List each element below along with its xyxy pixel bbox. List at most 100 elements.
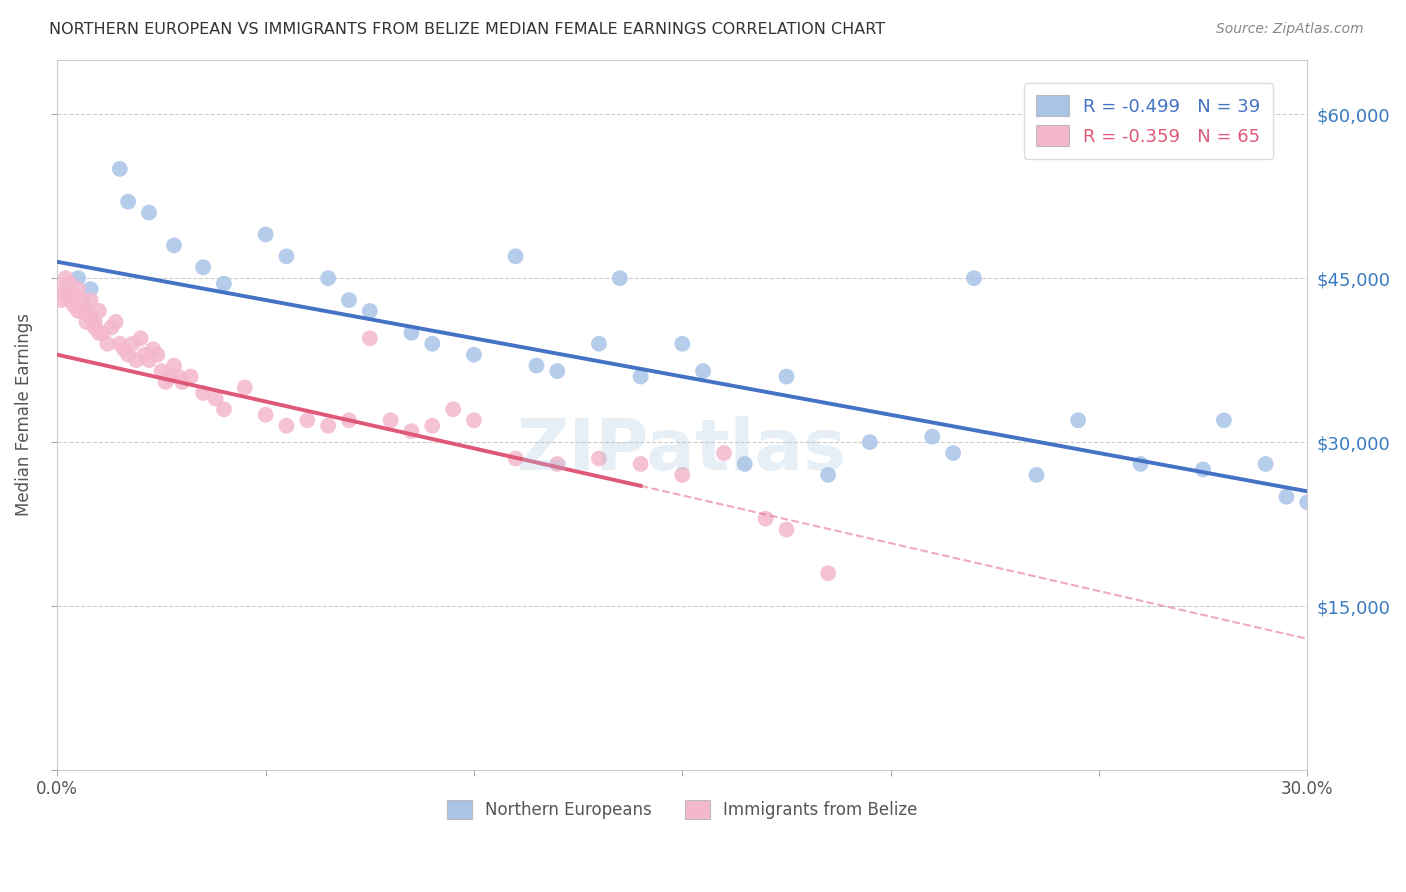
- Point: [59, 293, 82, 307]
- Point: [859, 435, 882, 450]
- Point: [526, 359, 548, 373]
- Point: [87, 326, 110, 340]
- Point: [316, 418, 339, 433]
- Point: [276, 418, 298, 433]
- Point: [609, 271, 631, 285]
- Point: [588, 336, 610, 351]
- Point: [121, 336, 143, 351]
- Text: ZIPatlas: ZIPatlas: [517, 416, 848, 485]
- Point: [1192, 462, 1215, 476]
- Point: [51, 282, 73, 296]
- Point: [67, 271, 90, 285]
- Point: [401, 424, 423, 438]
- Point: [359, 331, 381, 345]
- Point: [212, 277, 235, 291]
- Point: [191, 260, 214, 275]
- Point: [146, 348, 169, 362]
- Point: [76, 304, 98, 318]
- Point: [155, 375, 177, 389]
- Point: [1213, 413, 1236, 427]
- Point: [254, 408, 277, 422]
- Point: [1275, 490, 1298, 504]
- Point: [163, 359, 186, 373]
- Point: [359, 304, 381, 318]
- Point: [79, 310, 101, 324]
- Point: [441, 402, 464, 417]
- Point: [755, 511, 778, 525]
- Point: [1254, 457, 1277, 471]
- Point: [337, 293, 360, 307]
- Point: [713, 446, 735, 460]
- Point: [546, 364, 568, 378]
- Point: [233, 380, 256, 394]
- Point: [79, 282, 101, 296]
- Point: [671, 467, 693, 482]
- Point: [1129, 457, 1152, 471]
- Point: [167, 369, 190, 384]
- Point: [138, 353, 160, 368]
- Point: [775, 523, 797, 537]
- Point: [87, 304, 110, 318]
- Point: [67, 282, 90, 296]
- Point: [163, 238, 186, 252]
- Point: [108, 336, 131, 351]
- Point: [254, 227, 277, 242]
- Text: Source: ZipAtlas.com: Source: ZipAtlas.com: [1216, 22, 1364, 37]
- Point: [125, 353, 148, 368]
- Point: [1025, 467, 1047, 482]
- Point: [630, 457, 652, 471]
- Point: [817, 566, 839, 581]
- Point: [204, 392, 226, 406]
- Point: [55, 271, 77, 285]
- Point: [108, 161, 131, 176]
- Point: [142, 343, 165, 357]
- Point: [172, 375, 194, 389]
- Point: [79, 293, 101, 307]
- Point: [55, 287, 77, 301]
- Point: [212, 402, 235, 417]
- Point: [297, 413, 319, 427]
- Point: [180, 369, 202, 384]
- Point: [420, 418, 443, 433]
- Point: [775, 369, 797, 384]
- Point: [83, 320, 105, 334]
- Point: [963, 271, 986, 285]
- Point: [1067, 413, 1090, 427]
- Point: [76, 315, 98, 329]
- Point: [588, 451, 610, 466]
- Point: [138, 205, 160, 219]
- Point: [505, 249, 527, 263]
- Point: [83, 315, 105, 329]
- Point: [129, 331, 152, 345]
- Point: [96, 336, 118, 351]
- Point: [463, 413, 485, 427]
- Point: [51, 293, 73, 307]
- Point: [100, 320, 122, 334]
- Y-axis label: Median Female Earnings: Median Female Earnings: [15, 313, 32, 516]
- Point: [63, 298, 86, 312]
- Point: [337, 413, 360, 427]
- Point: [734, 457, 756, 471]
- Text: NORTHERN EUROPEAN VS IMMIGRANTS FROM BELIZE MEDIAN FEMALE EARNINGS CORRELATION C: NORTHERN EUROPEAN VS IMMIGRANTS FROM BEL…: [49, 22, 886, 37]
- Point: [671, 336, 693, 351]
- Point: [276, 249, 298, 263]
- Point: [104, 315, 127, 329]
- Legend: Northern Europeans, Immigrants from Belize: Northern Europeans, Immigrants from Beli…: [440, 793, 925, 826]
- Point: [63, 287, 86, 301]
- Point: [505, 451, 527, 466]
- Point: [117, 348, 139, 362]
- Point: [630, 369, 652, 384]
- Point: [117, 194, 139, 209]
- Point: [692, 364, 714, 378]
- Point: [401, 326, 423, 340]
- Point: [420, 336, 443, 351]
- Point: [942, 446, 965, 460]
- Point: [72, 304, 94, 318]
- Point: [112, 343, 135, 357]
- Point: [59, 277, 82, 291]
- Point: [546, 457, 568, 471]
- Point: [316, 271, 339, 285]
- Point: [134, 348, 156, 362]
- Point: [463, 348, 485, 362]
- Point: [921, 430, 943, 444]
